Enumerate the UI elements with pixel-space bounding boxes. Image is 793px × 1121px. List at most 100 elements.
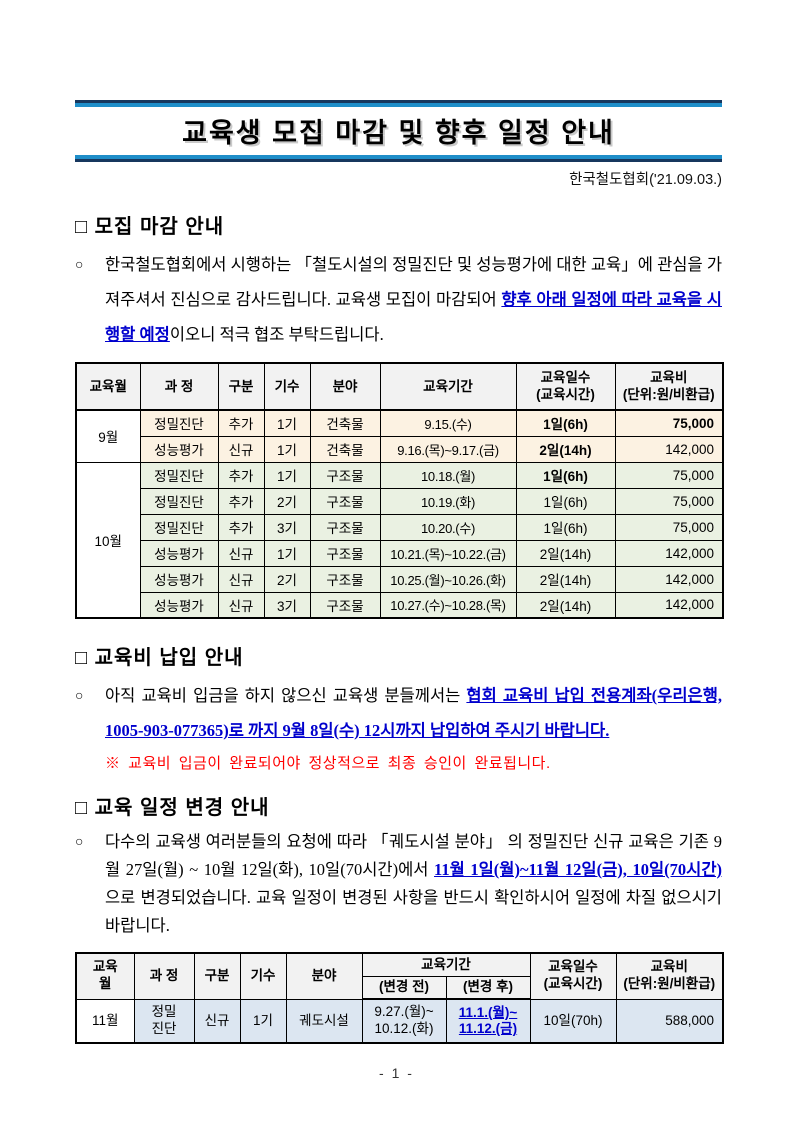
cell-fee: 75,000 — [614, 461, 724, 489]
table-row: 10월 정밀진단 추가 1기 구조물 10.18.(월) 1일(6h) 75,0… — [75, 461, 724, 619]
cell-period: 10.18.(월) — [379, 461, 517, 489]
table-row: 성능평가 신규 2기 구조물 10.25.(월)~10.26.(화) 2일(14… — [76, 565, 724, 593]
circle-bullet-icon: ○ — [75, 835, 84, 850]
month-cell-october: 10월 — [75, 461, 141, 619]
cell-period: 10.25.(월)~10.26.(화) — [379, 565, 517, 593]
text-run: 다수의 교육생 여러분들의 요청에 따라 「궤도시설 분야」 의 정밀진단 신규… — [105, 832, 722, 879]
cell-days: 2일(14h) — [515, 565, 616, 593]
col-header-course: 과 정 — [139, 362, 219, 411]
schedule-change-table: 교육 월 과 정 구분 기수 분야 교육기간 교육일수 (교육시간) 교육비 (단위:… — [75, 952, 724, 1044]
education-schedule-table: 교육월 과 정 구분 기수 분야 교육기간 교육일수 (교육시간) 교육비 (단위:… — [75, 362, 724, 619]
circle-bullet-icon: ○ — [75, 689, 84, 704]
col-header-days: 교육일수 (교육시간) — [529, 952, 617, 1000]
table-row: 11월 정밀 진단 신규 1기 궤도시설 9.27.(월)~ 10.12.(화) 1… — [75, 998, 724, 1044]
cell-term: 1기 — [239, 998, 287, 1044]
cell-period: 9.16.(목)~9.17.(금) — [379, 435, 517, 463]
col-header-term: 기수 — [239, 952, 287, 1000]
cell-course: 성능평가 — [139, 565, 219, 593]
cell-period-after: 11.1.(월)~ 11.12.(금) — [445, 998, 531, 1044]
cell-days: 1일(6h) — [515, 409, 616, 437]
cell-field: 건축물 — [309, 409, 381, 437]
section-heading-schedule-change: □ 교육 일정 변경 안내 — [75, 797, 270, 819]
cell-course: 성능평가 — [139, 539, 219, 567]
cell-field: 궤도시설 — [285, 998, 363, 1044]
col-header-month: 교육월 — [75, 362, 141, 411]
paragraph-text: 한국철도협회에서 시행하는 「철도시설의 정밀진단 및 성능평가에 대한 교육」… — [105, 247, 722, 352]
cell-period: 10.27.(수)~10.28.(목) — [379, 591, 517, 619]
col-header-type: 구분 — [193, 952, 241, 1000]
highlighted-schedule-text: 향후 아래 일정에 따라 교육을 시행할 예정 — [105, 290, 722, 344]
cell-type: 신규 — [217, 565, 265, 593]
cell-fee: 75,000 — [614, 409, 724, 437]
month-cell-september: 9월 — [75, 409, 141, 463]
col-header-days: 교육일수 (교육시간) — [515, 362, 616, 411]
cell-course: 정밀진단 — [139, 487, 219, 515]
cell-fee: 142,000 — [614, 539, 724, 567]
cell-fee: 142,000 — [614, 565, 724, 593]
col-header-fee: 교육비 (단위:원/비환급) — [614, 362, 724, 411]
paragraph-schedule-change: ○ 다수의 교육생 여러분들의 요청에 따라 「궤도시설 분야」 의 정밀진단 … — [75, 828, 722, 940]
section-heading-fee-payment: □ 교육비 납입 안내 — [75, 647, 244, 669]
col-header-term: 기수 — [263, 362, 311, 411]
table-row: 성능평가 신규 1기 구조물 10.21.(목)~10.22.(금) 2일(14… — [76, 539, 724, 567]
cell-field: 구조물 — [309, 513, 381, 541]
issuer-date: 한국철도협회('21.09.03.) — [569, 172, 722, 188]
cell-field: 구조물 — [309, 565, 381, 593]
text-run: 이오니 적극 협조 부탁드립니다. — [169, 325, 384, 344]
circle-bullet-icon: ○ — [75, 258, 84, 273]
cell-field: 건축물 — [309, 435, 381, 463]
cell-fee: 142,000 — [614, 435, 724, 463]
cell-type: 추가 — [217, 513, 265, 541]
col-header-field: 분야 — [285, 952, 363, 1000]
col-header-period-after: (변경 후) — [445, 975, 531, 1000]
banner-top-bar — [75, 100, 722, 107]
text-run: 한국철도협회에서 시행하는 「철도시설의 정밀진단 및 성능평가에 대한 교육」… — [105, 255, 722, 309]
col-header-period: 교육기간 — [379, 362, 517, 411]
cell-type: 신규 — [217, 539, 265, 567]
cell-course: 정밀진단 — [139, 409, 219, 437]
table-row: 성능평가 신규 3기 구조물 10.27.(수)~10.28.(목) 2일(14… — [76, 591, 724, 619]
cell-type: 신규 — [193, 998, 241, 1044]
cell-days: 1일(6h) — [515, 461, 616, 489]
text-run: 아직 교육비 입금을 하지 않으신 교육생 분들께서는 — [105, 686, 467, 705]
cell-term: 2기 — [263, 487, 311, 515]
cell-days: 10일(70h) — [529, 998, 617, 1044]
col-header-period-group: 교육기간 — [361, 952, 531, 977]
paragraph-text: 다수의 교육생 여러분들의 요청에 따라 「궤도시설 분야」 의 정밀진단 신규… — [105, 828, 722, 940]
table-row: 정밀진단 추가 3기 구조물 10.20.(수) 1일(6h) 75,000 — [76, 513, 724, 541]
paragraph-recruitment-close: ○ 한국철도협회에서 시행하는 「철도시설의 정밀진단 및 성능평가에 대한 교… — [75, 247, 722, 352]
section-heading-recruitment-close: □ 모집 마감 안내 — [75, 216, 225, 238]
title-banner: 교육생 모집 마감 및 향후 일정 안내 — [75, 100, 722, 162]
cell-period: 10.20.(수) — [379, 513, 517, 541]
cell-type: 신규 — [217, 591, 265, 619]
cell-field: 구조물 — [309, 461, 381, 489]
col-header-fee: 교육비 (단위:원/비환급) — [615, 952, 724, 1000]
cell-fee: 588,000 — [615, 998, 724, 1044]
cell-days: 2일(14h) — [515, 539, 616, 567]
col-header-course: 과 정 — [133, 952, 195, 1000]
table-row: 성능평가 신규 1기 건축물 9.16.(목)~9.17.(금) 2일(14h)… — [76, 435, 724, 463]
cell-type: 추가 — [217, 461, 265, 489]
cell-course: 성능평가 — [139, 591, 219, 619]
paragraph-fee-payment: ○ 아직 교육비 입금을 하지 않으신 교육생 분들께서는 협회 교육비 납입 … — [75, 678, 722, 748]
cell-course: 정밀진단 — [139, 461, 219, 489]
cell-fee: 75,000 — [614, 513, 724, 541]
cell-days: 2일(14h) — [515, 435, 616, 463]
cell-course: 정밀진단 — [139, 513, 219, 541]
cell-type: 추가 — [217, 409, 265, 437]
red-note-fee-confirmation: ※ 교육비 입금이 완료되어야 정상적으로 최종 승인이 완료됩니다. — [105, 755, 551, 772]
table-subheader-row: (변경 전) (변경 후) — [76, 975, 723, 1000]
cell-fee: 75,000 — [614, 487, 724, 515]
cell-term: 1기 — [263, 409, 311, 437]
cell-field: 구조물 — [309, 487, 381, 515]
col-header-type: 구분 — [217, 362, 265, 411]
cell-term: 3기 — [263, 591, 311, 619]
cell-days: 2일(14h) — [515, 591, 616, 619]
table-header-row: 교육월 과 정 구분 기수 분야 교육기간 교육일수(교육시간) 교육비(단위:… — [75, 362, 724, 411]
cell-term: 1기 — [263, 539, 311, 567]
page-number: - 1 - — [379, 1065, 414, 1081]
